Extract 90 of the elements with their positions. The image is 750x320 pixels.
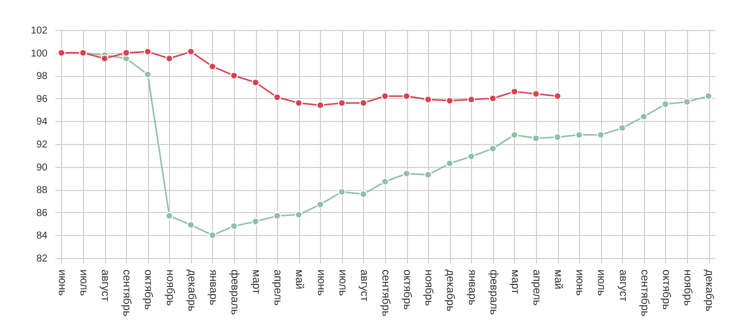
point xyxy=(554,133,562,142)
point xyxy=(510,131,518,139)
x-tick-label: март xyxy=(508,270,521,294)
point xyxy=(360,99,368,107)
x-tick-label: июль xyxy=(78,270,90,296)
x-tick-label: ноябрь xyxy=(164,270,176,306)
x-tick-label: апрель xyxy=(272,270,284,306)
x-tick-label: декабрь xyxy=(185,270,198,312)
point xyxy=(252,78,260,86)
point xyxy=(488,94,497,102)
y-tick-label: 96 xyxy=(36,94,48,105)
point xyxy=(662,100,670,108)
x-tick-label: август xyxy=(358,270,370,302)
point xyxy=(122,48,130,57)
point xyxy=(230,72,238,80)
x-tick-label: декабрь xyxy=(703,270,716,312)
y-tick-label: 98 xyxy=(36,71,48,82)
point xyxy=(467,152,476,160)
point xyxy=(683,98,691,106)
point xyxy=(554,92,562,100)
point xyxy=(596,131,605,139)
x-tick-label: июль xyxy=(595,270,608,296)
point xyxy=(640,112,648,120)
x-tick-label: февраль xyxy=(228,270,241,316)
x-tick-label: октябрь xyxy=(401,270,414,310)
x-tick-label: январь xyxy=(466,270,478,306)
point xyxy=(208,231,216,240)
point xyxy=(446,96,454,105)
point xyxy=(187,221,195,229)
point xyxy=(381,178,389,186)
point xyxy=(208,62,216,70)
point xyxy=(402,170,410,178)
point xyxy=(100,54,108,62)
point xyxy=(618,124,626,132)
y-tick-label: 90 xyxy=(36,162,48,174)
y-tick-label: 100 xyxy=(30,48,48,60)
point xyxy=(402,92,410,100)
point xyxy=(316,200,324,208)
point xyxy=(488,144,497,152)
x-tick-label: ноябрь xyxy=(422,270,435,306)
y-tick-label: 84 xyxy=(36,230,48,242)
x-tick-label: апрель xyxy=(530,270,542,306)
x-tick-label: июнь xyxy=(574,270,586,296)
point xyxy=(273,93,282,102)
x-tick-label: май xyxy=(293,270,306,290)
point xyxy=(316,101,324,110)
x-tick-label: сентябрь xyxy=(638,270,650,317)
point xyxy=(381,92,389,100)
x-tick-label: август xyxy=(616,270,629,302)
y-tick-label: 102 xyxy=(30,26,48,36)
x-tick-label: февраль xyxy=(487,270,500,316)
point xyxy=(294,99,303,107)
point xyxy=(187,48,195,56)
point xyxy=(144,70,152,78)
point xyxy=(338,99,346,107)
x-tick-label: июль xyxy=(336,270,348,296)
x-tick-label: сентябрь xyxy=(380,270,392,317)
y-tick-label: 82 xyxy=(36,254,48,264)
point xyxy=(446,160,454,168)
point xyxy=(338,188,346,196)
x-tick-label: август xyxy=(99,270,112,302)
point xyxy=(424,96,432,104)
y-tick-label: 92 xyxy=(36,140,48,150)
x-tick-label: октябрь xyxy=(142,270,154,310)
point xyxy=(360,190,368,198)
y-tick-label: 88 xyxy=(36,185,48,196)
y-tick-label: 86 xyxy=(36,208,48,219)
x-tick-label: октябрь xyxy=(660,270,672,310)
point xyxy=(230,222,238,230)
point xyxy=(575,131,583,139)
point xyxy=(467,96,476,104)
point xyxy=(144,48,152,56)
x-tick-label: декабрь xyxy=(444,270,456,312)
x-tick-label: сентябрь xyxy=(120,270,133,317)
point xyxy=(294,210,303,219)
x-tick-label: январь xyxy=(206,270,219,306)
x-tick-label: ноябрь xyxy=(681,270,694,306)
point xyxy=(252,218,260,226)
point xyxy=(424,170,432,179)
x-tick-label: май xyxy=(552,270,564,290)
x-tick-label: март xyxy=(250,270,262,294)
y-tick-label: 94 xyxy=(36,116,48,128)
point xyxy=(532,90,540,98)
x-tick-label: июнь xyxy=(314,270,327,296)
point xyxy=(704,92,712,100)
point xyxy=(532,134,540,142)
x-tick-label: июнь xyxy=(56,270,68,296)
point xyxy=(165,54,174,62)
point xyxy=(510,88,518,96)
point xyxy=(273,212,282,220)
